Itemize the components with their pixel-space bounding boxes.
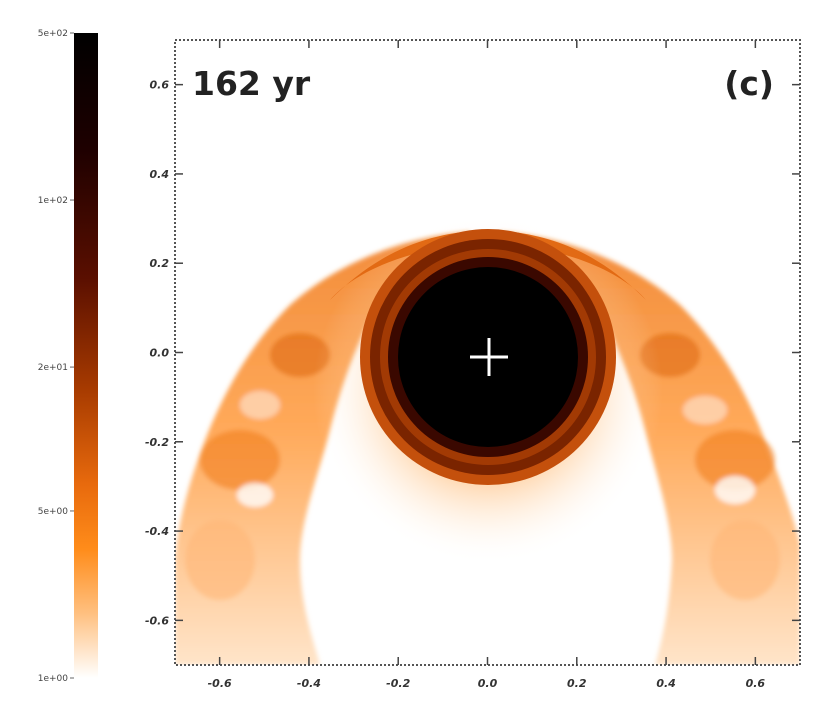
y-tick-label: 0.0 xyxy=(150,347,170,360)
right-eddy xyxy=(695,430,775,490)
bow-cap xyxy=(330,230,646,300)
colorbar-gradient xyxy=(74,33,98,678)
colorbar-ticks: 5e+02 1e+02 2e+01 5e+00 1e+00 xyxy=(38,29,74,684)
y-tick-label: -0.4 xyxy=(145,525,169,538)
y-tick-label: 0.6 xyxy=(150,79,170,92)
colorbar: 5e+02 1e+02 2e+01 5e+00 1e+00 xyxy=(38,29,98,684)
colorbar-tick-label: 1e+02 xyxy=(38,196,68,206)
colorbar-tick-label: 1e+00 xyxy=(38,674,69,684)
x-tick-label: 0.6 xyxy=(746,677,766,690)
colorbar-tick-label: 5e+02 xyxy=(38,29,68,39)
left-eddy xyxy=(240,391,280,419)
left-eddy xyxy=(200,430,280,490)
x-tick-label: -0.4 xyxy=(297,677,321,690)
right-eddy xyxy=(710,520,780,600)
left-eddy xyxy=(185,520,255,600)
source-marker xyxy=(470,338,508,376)
x-tick-label: 0.0 xyxy=(478,677,498,690)
x-tick-label: -0.6 xyxy=(208,677,232,690)
x-axis: -0.6 -0.4 -0.2 0.0 0.2 0.4 0.6 xyxy=(208,40,766,690)
x-tick-label: 0.4 xyxy=(656,677,676,690)
y-tick-label: -0.2 xyxy=(145,436,169,449)
plot-panel: -0.6 -0.4 -0.2 0.0 0.2 0.4 0.6 0.60.40.20.0-0.… xyxy=(145,39,801,690)
panel-label: (c) xyxy=(724,64,774,103)
x-tick-label: 0.2 xyxy=(567,677,587,690)
y-tick-label: -0.6 xyxy=(145,614,169,627)
y-axis: 0.6 0.4 0.2 0.0 -0.2 -0.4 -0.6 xyxy=(145,79,800,627)
x-tick-label: -0.2 xyxy=(386,677,410,690)
y-tick-label: 0.2 xyxy=(150,257,170,270)
time-label: 162 yr xyxy=(192,64,311,103)
right-eddy xyxy=(715,476,755,504)
colorbar-tick-label: 2e+01 xyxy=(38,363,68,373)
y-tick-label: 0.4 xyxy=(150,168,170,181)
right-eddy xyxy=(683,396,727,424)
colorbar-tick-label: 5e+00 xyxy=(38,507,69,517)
left-eddy xyxy=(237,483,273,507)
